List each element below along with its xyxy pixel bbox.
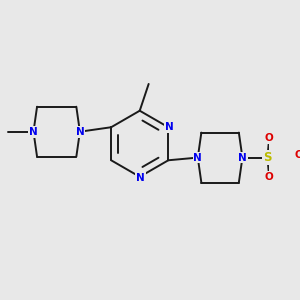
Text: N: N [238,153,247,163]
Text: N: N [136,173,145,183]
Text: O: O [265,133,274,143]
Text: N: N [29,127,38,137]
Text: N: N [194,153,202,163]
Text: O: O [295,150,300,160]
Text: N: N [165,122,174,132]
Text: S: S [263,151,272,164]
Text: N: N [76,127,84,137]
Text: O: O [265,172,274,182]
